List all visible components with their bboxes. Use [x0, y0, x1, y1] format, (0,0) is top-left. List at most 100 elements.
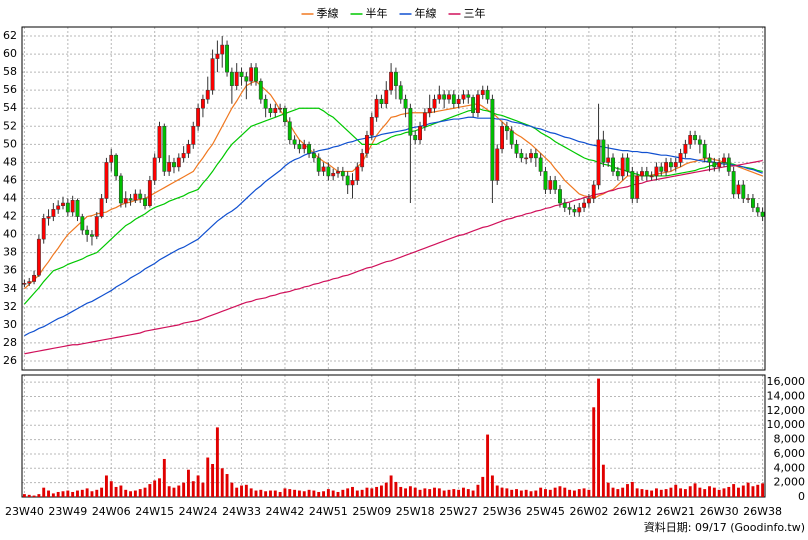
volume-bar	[722, 488, 726, 497]
volume-bar	[384, 482, 388, 497]
volume-bar	[466, 489, 470, 497]
volume-bar	[597, 378, 600, 497]
candle-body	[336, 171, 340, 174]
volume-tick-label: 10,000	[767, 418, 806, 431]
candle-body	[447, 94, 451, 100]
candle-body	[292, 139, 297, 145]
candle-body	[630, 171, 635, 199]
candle-body	[688, 135, 693, 145]
volume-bar	[37, 494, 41, 497]
volume-bar	[104, 475, 108, 497]
candle-body	[649, 175, 654, 178]
volume-bar	[437, 488, 441, 497]
y-tick-label: 34	[3, 282, 17, 295]
candle-body	[702, 144, 707, 159]
candle-body	[345, 175, 350, 186]
y-tick-label: 32	[3, 300, 17, 313]
volume-bar	[712, 487, 716, 497]
candle-body	[36, 238, 41, 276]
volume-tick-label: 2,000	[774, 476, 806, 489]
candle-body	[519, 153, 524, 159]
candle-body	[572, 209, 577, 213]
volume-bar	[669, 487, 673, 497]
volume-bar	[355, 490, 359, 497]
candle-body	[726, 157, 731, 172]
volume-bar	[408, 486, 412, 497]
volume-bar	[302, 491, 306, 497]
volume-bar	[109, 481, 113, 497]
y-tick-label: 26	[3, 354, 17, 367]
volume-panel-frame	[21, 374, 766, 498]
volume-bar	[389, 475, 393, 497]
volume-bar	[611, 487, 615, 497]
volume-bar	[177, 485, 181, 497]
volume-bar	[515, 489, 518, 497]
volume-bar	[80, 489, 84, 497]
candle-body	[123, 198, 128, 204]
candle-body	[625, 157, 630, 172]
volume-bar	[153, 480, 157, 497]
candle-body	[210, 58, 215, 91]
volume-bar	[534, 490, 538, 497]
candle-body	[514, 144, 519, 154]
y-tick-label: 44	[3, 192, 17, 205]
volume-bar	[544, 489, 547, 497]
candle-body	[611, 157, 615, 172]
legend-label: 季線	[317, 6, 339, 20]
candle-body	[41, 218, 46, 240]
volume-bar	[206, 457, 210, 497]
candle-body	[75, 200, 80, 217]
volume-bar	[370, 488, 374, 497]
candle-body	[278, 107, 283, 110]
candle-body	[736, 184, 741, 195]
candle-body	[461, 94, 466, 100]
volume-bar	[630, 481, 634, 497]
x-tick-label: 23W40	[5, 505, 44, 518]
candle-body	[46, 216, 51, 219]
volume-bar	[558, 486, 562, 497]
volume-bar	[727, 486, 731, 497]
ma-line	[23, 107, 763, 305]
volume-bar	[519, 490, 523, 497]
candle-body	[114, 154, 119, 177]
candle-body	[90, 234, 94, 237]
volume-bar	[158, 478, 161, 497]
candle-body	[466, 94, 471, 98]
candle-body	[543, 171, 548, 190]
candle-body	[254, 67, 258, 82]
candle-body	[205, 89, 210, 100]
volume-bar	[95, 489, 99, 497]
volume-bar	[404, 488, 408, 497]
volume-bar	[703, 489, 707, 497]
candle-body	[442, 94, 447, 100]
volume-bar	[240, 485, 243, 497]
volume-bar	[683, 489, 687, 497]
volume-bar	[693, 483, 697, 497]
candle-body	[340, 171, 345, 177]
candle-body	[172, 162, 176, 168]
y-tick-label: 50	[3, 137, 17, 150]
volume-bar	[312, 490, 316, 497]
y-tick-label: 52	[3, 119, 17, 132]
candle-body	[133, 193, 138, 201]
candle-body	[697, 139, 702, 145]
candle-body	[577, 207, 582, 213]
volume-bar	[471, 490, 475, 497]
ma-line	[24, 116, 763, 337]
volume-bar	[548, 489, 552, 497]
candle-body	[365, 135, 369, 154]
volume-bar	[269, 490, 272, 497]
candle-body	[437, 94, 442, 100]
candle-body	[22, 283, 27, 285]
candle-body	[302, 144, 307, 150]
x-tick-label: 24W24	[179, 505, 218, 518]
y-tick-label: 38	[3, 246, 17, 259]
candle-body	[717, 162, 722, 168]
candle-body	[157, 126, 162, 159]
volume-bar	[399, 486, 403, 497]
legend-label: 半年	[366, 6, 388, 20]
volume-bar	[124, 489, 128, 497]
x-tick-label: 24W15	[135, 505, 174, 518]
candle-body	[553, 180, 558, 190]
